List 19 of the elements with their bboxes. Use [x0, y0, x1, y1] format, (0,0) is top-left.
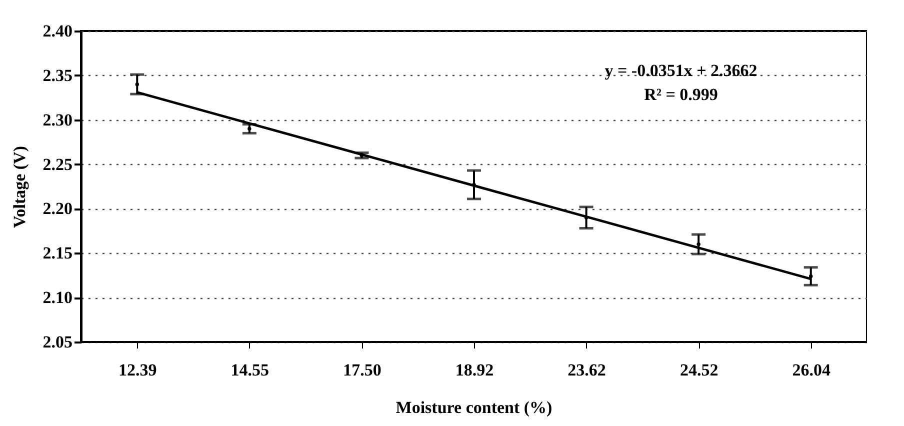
y-tick-label: 2.10: [42, 288, 72, 308]
y-tick-label: 2.15: [42, 244, 72, 263]
y-axis-title: Voltage (V): [10, 146, 29, 228]
y-tick-label: 2.35: [42, 66, 72, 85]
x-tick-label: 17.50: [343, 360, 382, 380]
x-tick-label: 24.52: [680, 360, 718, 380]
y-tick-label: 2.05: [42, 332, 72, 352]
y-tick-label: 2.30: [42, 110, 72, 130]
x-tick-label: 23.62: [568, 360, 606, 380]
annotation: y = -0.0351x + 2.3662: [604, 61, 758, 80]
x-tick-label: 26.04: [792, 360, 831, 380]
y-tick-label: 2.25: [42, 154, 72, 174]
x-tick-label: 18.92: [455, 360, 494, 380]
x-axis-title: Moisture content (%): [396, 398, 552, 417]
y-tick-label: 2.40: [42, 22, 72, 40]
x-tick-label: 14.55: [230, 360, 270, 380]
annotation: R² = 0.999: [644, 85, 718, 104]
x-tick-label: 12.39: [118, 360, 157, 380]
y-tick-label: 2.20: [42, 199, 72, 218]
